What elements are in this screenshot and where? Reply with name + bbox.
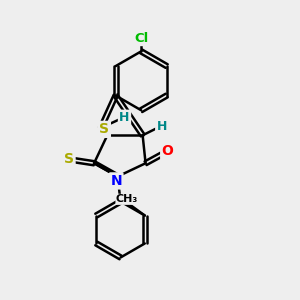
- Text: S: S: [64, 152, 74, 166]
- Text: O: O: [162, 145, 174, 158]
- Text: CH₃: CH₃: [116, 194, 138, 204]
- Text: H: H: [157, 120, 167, 133]
- Text: H: H: [119, 111, 130, 124]
- Text: N: N: [110, 174, 122, 188]
- Text: S: S: [99, 122, 110, 136]
- Text: Cl: Cl: [134, 32, 148, 45]
